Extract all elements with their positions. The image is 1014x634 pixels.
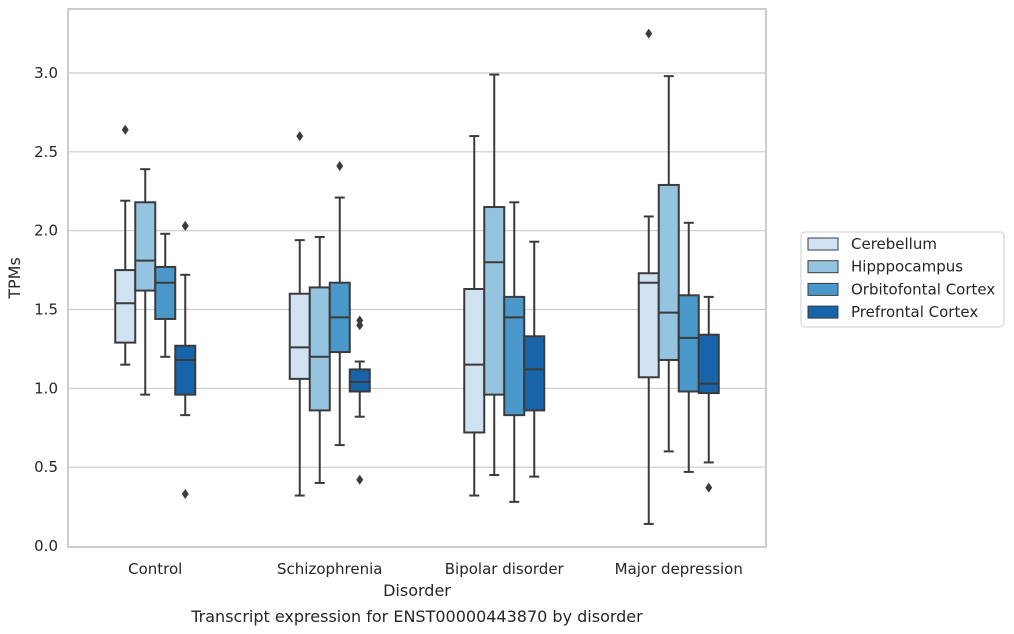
box-prefrontal-cortex bbox=[697, 295, 720, 493]
plot-frame bbox=[67, 8, 767, 548]
legend-frame bbox=[800, 231, 1005, 328]
y-tick-label: 2.5 bbox=[34, 143, 58, 161]
y-tick-label: 0.0 bbox=[34, 537, 58, 555]
outlier-point bbox=[356, 320, 364, 331]
legend-label: Hipppocampus bbox=[851, 258, 963, 276]
box-body bbox=[174, 344, 197, 396]
box-hipppocampus bbox=[483, 73, 506, 477]
x-tick-label: Control bbox=[128, 560, 182, 578]
outlier-point bbox=[645, 28, 653, 39]
legend-label: Prefrontal Cortex bbox=[851, 303, 978, 321]
box-body bbox=[503, 295, 526, 417]
legend-swatch bbox=[807, 305, 839, 319]
box-cerebellum bbox=[288, 131, 311, 497]
box-hipppocampus bbox=[308, 235, 331, 484]
box-orbitofontal-cortex bbox=[328, 161, 351, 447]
box-prefrontal-cortex bbox=[348, 315, 371, 485]
box-prefrontal-cortex bbox=[523, 240, 546, 478]
box-body bbox=[523, 335, 546, 412]
box-body bbox=[483, 206, 506, 396]
box-body bbox=[637, 272, 660, 379]
outlier-point bbox=[181, 488, 189, 499]
box-body bbox=[657, 183, 680, 361]
legend: Cerebellum Hipppocampus Orbitofontal Corte… bbox=[800, 231, 1005, 328]
outlier-point bbox=[336, 161, 344, 172]
chart-caption: Transcript expression for ENST0000044387… bbox=[190, 607, 643, 626]
legend-label: Orbitofontal Cortex bbox=[851, 280, 995, 298]
x-tick-label: Bipolar disorder bbox=[445, 560, 565, 578]
outlier-point bbox=[121, 124, 129, 135]
box-orbitofontal-cortex bbox=[154, 232, 177, 358]
box-body bbox=[288, 292, 311, 380]
box-body bbox=[697, 333, 720, 395]
x-tick-label: Major depression bbox=[615, 560, 743, 578]
box-hipppocampus bbox=[134, 168, 157, 396]
legend-label: Cerebellum bbox=[851, 235, 937, 253]
y-tick-label: 0.5 bbox=[34, 458, 58, 476]
legend-swatch bbox=[807, 260, 839, 274]
y-axis-label: TPMs bbox=[5, 257, 24, 300]
box-body bbox=[308, 286, 331, 412]
outlier-point bbox=[356, 474, 364, 485]
box-cerebellum bbox=[637, 28, 660, 525]
box-cerebellum bbox=[463, 135, 486, 497]
outlier-point bbox=[705, 482, 713, 493]
boxes bbox=[114, 28, 720, 525]
box-body bbox=[348, 368, 371, 393]
box-body bbox=[154, 265, 177, 320]
legend-swatch bbox=[807, 237, 839, 251]
box-prefrontal-cortex bbox=[174, 220, 197, 499]
y-tick-labels: 0.0 0.5 1.0 1.5 2.0 2.5 3.0 bbox=[34, 64, 58, 555]
x-tick-labels: Control Schizophrenia Bipolar disorder Majo… bbox=[128, 560, 743, 578]
outlier-point bbox=[181, 220, 189, 231]
box-body bbox=[463, 288, 486, 434]
box-orbitofontal-cortex bbox=[503, 201, 526, 503]
y-tick-label: 2.0 bbox=[34, 222, 58, 240]
legend-swatch bbox=[807, 282, 839, 296]
x-tick-label: Schizophrenia bbox=[277, 560, 382, 578]
box-body bbox=[134, 201, 157, 292]
box-hipppocampus bbox=[657, 75, 680, 453]
outlier-point bbox=[296, 131, 304, 142]
y-tick-label: 3.0 bbox=[34, 64, 58, 82]
y-tick-label: 1.5 bbox=[34, 301, 58, 319]
box-body bbox=[114, 269, 137, 344]
box-body bbox=[677, 294, 700, 393]
box-orbitofontal-cortex bbox=[677, 221, 700, 473]
x-axis-label: Disorder bbox=[383, 581, 451, 600]
box-cerebellum bbox=[114, 124, 137, 366]
plot-border bbox=[67, 8, 767, 548]
y-tick-label: 1.0 bbox=[34, 379, 58, 397]
